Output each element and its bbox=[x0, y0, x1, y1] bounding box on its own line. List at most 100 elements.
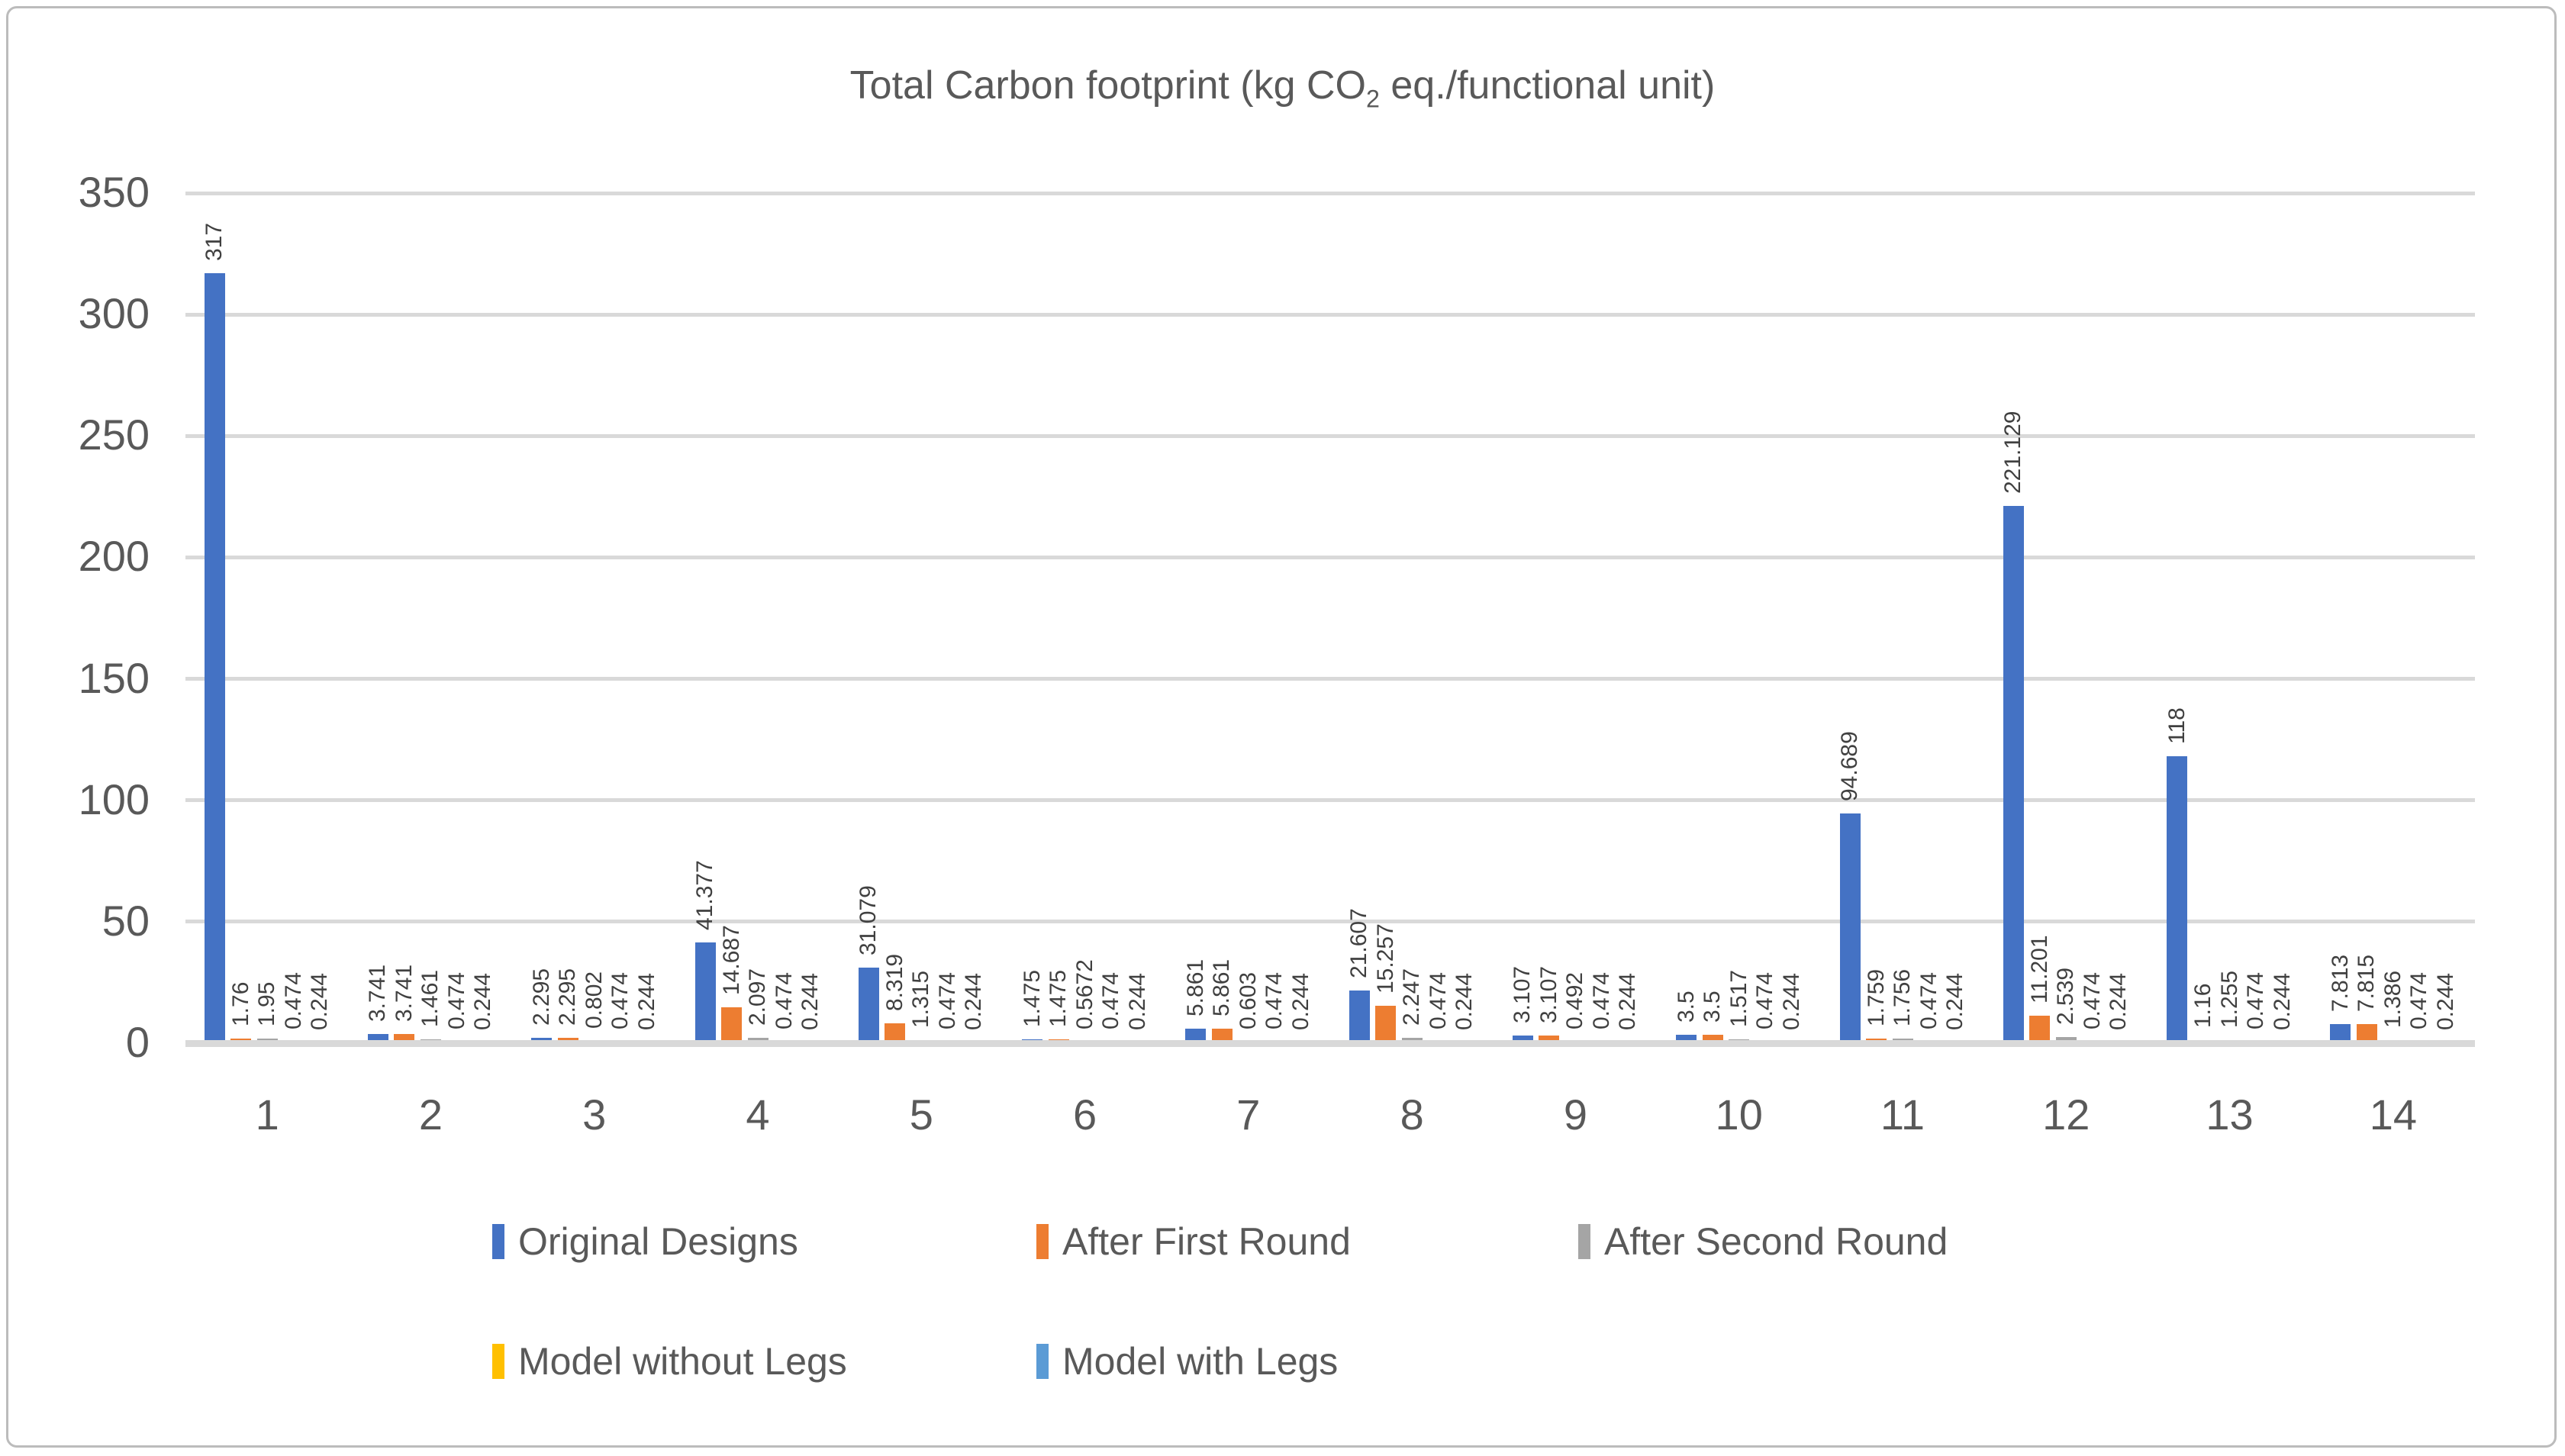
gridline bbox=[185, 920, 2475, 924]
y-axis-label: 150 bbox=[78, 653, 150, 702]
bar-original-designs-14 bbox=[2330, 1024, 2351, 1043]
legend-marker-original-designs bbox=[492, 1224, 504, 1259]
data-label-after-first-round-6: 1.475 bbox=[1046, 970, 1071, 1028]
legend-item-after-first-round: After First Round bbox=[1036, 1219, 1351, 1264]
data-label-after-first-round-14: 7.815 bbox=[2354, 955, 2380, 1013]
data-label-after-second-round-8: 2.247 bbox=[1399, 968, 1425, 1026]
data-label-original-designs-13: 118 bbox=[2164, 707, 2190, 745]
data-label-model-without-legs-13: 0.474 bbox=[2243, 972, 2269, 1030]
data-label-original-designs-1: 317 bbox=[201, 222, 227, 262]
data-label-model-with-legs-5: 0.244 bbox=[961, 973, 987, 1031]
data-label-original-designs-12: 221.129 bbox=[2000, 411, 2026, 494]
data-label-after-first-round-7: 5.861 bbox=[1209, 959, 1235, 1017]
legend-label: After Second Round bbox=[1604, 1220, 1948, 1263]
y-axis-label: 0 bbox=[125, 1018, 150, 1067]
data-label-model-without-legs-14: 0.474 bbox=[2406, 972, 2432, 1030]
bar-original-designs-10 bbox=[1676, 1034, 1697, 1043]
data-label-after-second-round-4: 2.097 bbox=[745, 968, 770, 1026]
x-axis-label-4: 4 bbox=[746, 1090, 770, 1139]
data-label-model-with-legs-3: 0.244 bbox=[633, 973, 659, 1031]
bar-after-first-round-5 bbox=[885, 1023, 906, 1043]
y-axis-label: 200 bbox=[78, 532, 150, 581]
bar-original-designs-2 bbox=[367, 1034, 388, 1043]
data-label-model-with-legs-2: 0.244 bbox=[470, 973, 496, 1031]
data-label-original-designs-4: 41.377 bbox=[692, 860, 717, 931]
data-label-model-with-legs-8: 0.244 bbox=[1452, 973, 1477, 1031]
legend-item-model-with-legs: Model with Legs bbox=[1036, 1339, 1338, 1384]
data-label-original-designs-7: 5.861 bbox=[1182, 959, 1208, 1017]
data-label-after-first-round-13: 1.16 bbox=[2190, 983, 2216, 1029]
data-label-original-designs-10: 3.5 bbox=[1673, 991, 1699, 1023]
chart-title-text: Total Carbon footprint (kg CO bbox=[849, 63, 1366, 108]
data-label-after-second-round-7: 0.603 bbox=[1235, 972, 1261, 1030]
x-axis-label-10: 10 bbox=[1715, 1090, 1763, 1139]
bar-after-first-round-2 bbox=[394, 1034, 415, 1043]
x-axis-label-7: 7 bbox=[1236, 1090, 1261, 1139]
bar-after-first-round-7 bbox=[1211, 1029, 1233, 1043]
bar-original-designs-9 bbox=[1512, 1036, 1533, 1043]
x-axis-line bbox=[185, 1040, 2475, 1047]
chart-title: Total Carbon footprint (kg CO2 eq./funct… bbox=[0, 63, 2565, 113]
data-label-after-second-round-5: 1.315 bbox=[908, 970, 934, 1028]
data-label-after-second-round-13: 1.255 bbox=[2216, 970, 2242, 1028]
gridline bbox=[185, 312, 2475, 317]
data-label-after-second-round-12: 2.539 bbox=[2053, 967, 2079, 1025]
chart-title-subscript: 2 bbox=[1365, 85, 1380, 113]
data-label-after-second-round-3: 0.802 bbox=[581, 971, 607, 1029]
legend-marker-model-with-legs bbox=[1036, 1344, 1049, 1379]
x-axis-label-6: 6 bbox=[1072, 1090, 1097, 1139]
data-label-model-with-legs-13: 0.244 bbox=[2269, 973, 2295, 1031]
data-label-model-with-legs-14: 0.244 bbox=[2432, 973, 2458, 1031]
bar-after-first-round-10 bbox=[1702, 1034, 1723, 1043]
data-label-model-with-legs-1: 0.244 bbox=[307, 973, 333, 1031]
bar-after-second-round-12 bbox=[2055, 1036, 2077, 1043]
data-label-model-without-legs-10: 0.474 bbox=[1752, 972, 1778, 1030]
bar-original-designs-5 bbox=[858, 968, 879, 1043]
x-axis-label-9: 9 bbox=[1563, 1090, 1587, 1139]
data-label-model-without-legs-7: 0.474 bbox=[1262, 972, 1287, 1030]
legend-label: After First Round bbox=[1062, 1220, 1351, 1263]
chart-title-text-suffix: eq./functional unit) bbox=[1379, 63, 1716, 108]
x-axis-label-12: 12 bbox=[2042, 1090, 2090, 1139]
legend-item-original-designs: Original Designs bbox=[492, 1219, 798, 1264]
data-label-model-without-legs-8: 0.474 bbox=[1425, 972, 1451, 1030]
bar-original-designs-1 bbox=[204, 273, 225, 1043]
data-label-after-first-round-1: 1.76 bbox=[227, 982, 253, 1027]
data-label-model-without-legs-11: 0.474 bbox=[1916, 972, 1941, 1030]
y-axis-label: 100 bbox=[78, 775, 150, 823]
data-label-after-first-round-2: 3.741 bbox=[391, 965, 417, 1023]
data-label-original-designs-11: 94.689 bbox=[1837, 730, 1862, 801]
data-label-after-first-round-10: 3.5 bbox=[1700, 991, 1726, 1023]
data-label-original-designs-9: 3.107 bbox=[1510, 966, 1535, 1024]
bar-after-first-round-8 bbox=[1375, 1006, 1397, 1043]
gridline bbox=[185, 433, 2475, 438]
bar-after-first-round-14 bbox=[2356, 1024, 2377, 1043]
y-axis-label: 300 bbox=[78, 289, 150, 338]
chart-frame bbox=[6, 6, 2557, 1448]
x-axis-label-14: 14 bbox=[2369, 1090, 2417, 1139]
data-label-original-designs-6: 1.475 bbox=[1019, 970, 1045, 1028]
legend-label: Original Designs bbox=[518, 1220, 798, 1263]
gridline bbox=[185, 191, 2475, 195]
bar-original-designs-4 bbox=[694, 942, 716, 1043]
legend-item-after-second-round: After Second Round bbox=[1578, 1219, 1948, 1264]
legend-marker-after-first-round bbox=[1036, 1224, 1049, 1259]
gridline bbox=[185, 798, 2475, 803]
x-axis-label-5: 5 bbox=[909, 1090, 933, 1139]
data-label-after-first-round-3: 2.295 bbox=[555, 968, 581, 1026]
y-axis-label: 50 bbox=[102, 897, 150, 945]
bar-after-first-round-4 bbox=[721, 1007, 742, 1043]
gridline bbox=[185, 555, 2475, 559]
legend-marker-after-second-round bbox=[1578, 1224, 1590, 1259]
data-label-model-with-legs-12: 0.244 bbox=[2106, 973, 2132, 1031]
data-label-model-without-legs-4: 0.474 bbox=[771, 972, 797, 1030]
data-label-model-with-legs-9: 0.244 bbox=[1615, 973, 1641, 1031]
data-label-original-designs-2: 3.741 bbox=[365, 965, 391, 1023]
bar-after-first-round-9 bbox=[1539, 1036, 1560, 1043]
y-axis-label: 250 bbox=[78, 411, 150, 459]
bar-original-designs-12 bbox=[2003, 506, 2024, 1043]
data-label-after-first-round-8: 15.257 bbox=[1372, 923, 1398, 994]
data-label-model-without-legs-5: 0.474 bbox=[934, 972, 960, 1030]
data-label-model-without-legs-9: 0.474 bbox=[1588, 972, 1614, 1030]
bar-original-designs-7 bbox=[1185, 1029, 1207, 1043]
